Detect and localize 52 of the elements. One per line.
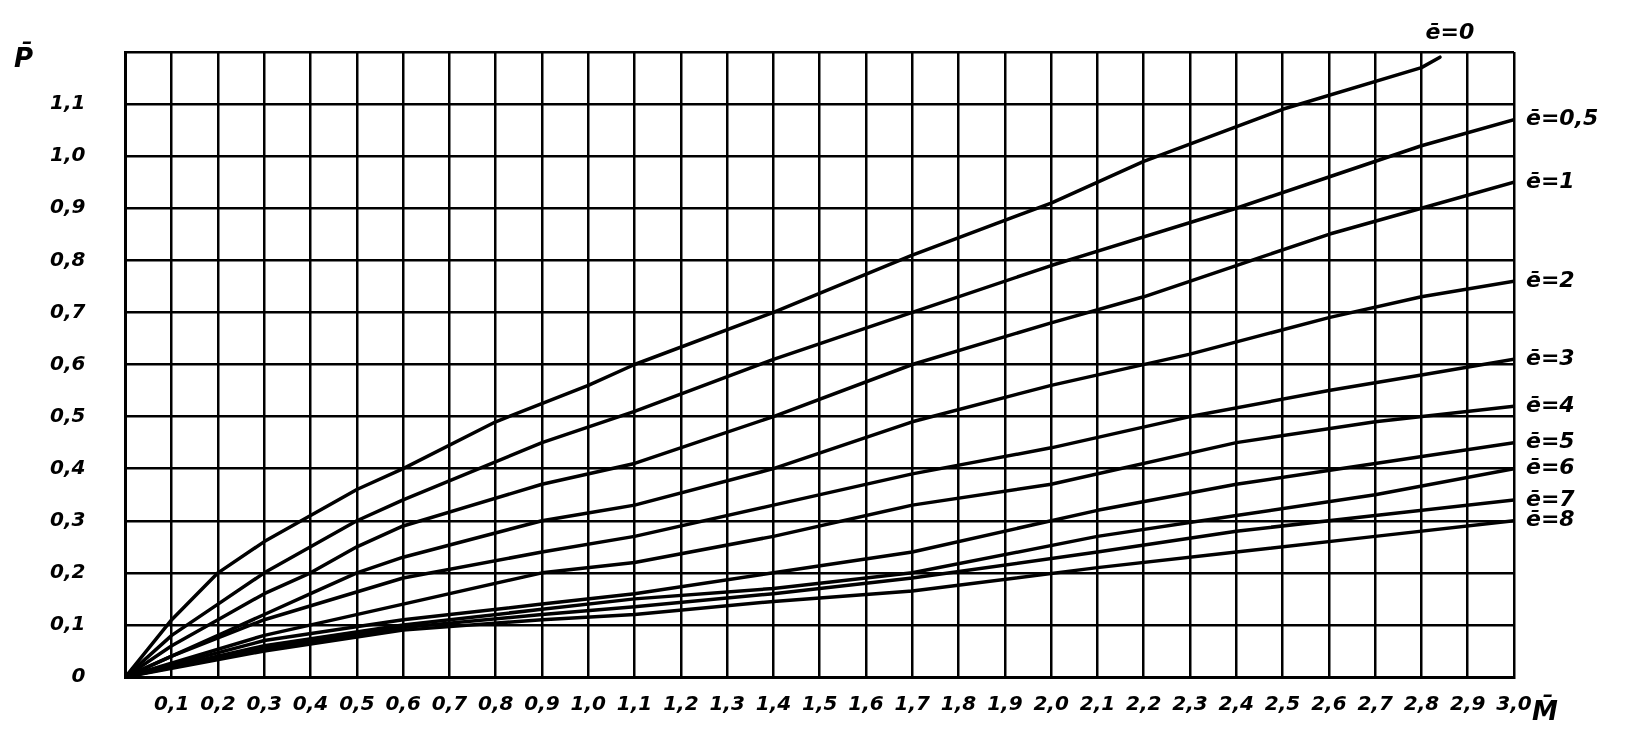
series-label: ē=1 — [1526, 167, 1575, 193]
series-label: ē=5 — [1526, 428, 1575, 454]
y-tick-label: 0,3 — [49, 506, 86, 531]
y-tick-label: 0,9 — [49, 194, 86, 219]
x-tick-label: 1,9 — [987, 691, 1023, 716]
x-tick-label: 1,0 — [570, 691, 607, 716]
x-tick-label: 2,7 — [1357, 691, 1393, 716]
x-tick-label: 1,4 — [755, 691, 792, 716]
series-label: ē=6 — [1526, 454, 1575, 480]
x-tick-label: 2,9 — [1450, 691, 1486, 716]
x-tick-label: 1,6 — [848, 691, 884, 716]
y-tick-label: 0,1 — [49, 611, 86, 636]
y-axis-title: P̄ — [14, 41, 34, 73]
x-tick-label: 2,1 — [1079, 691, 1116, 716]
series-label: ē=4 — [1526, 391, 1575, 417]
x-axis-title: M̄ — [1532, 694, 1558, 726]
x-tick-label: 2,2 — [1126, 691, 1162, 716]
x-tick-label: 0,5 — [339, 691, 375, 716]
x-tick-label: 2,0 — [1033, 691, 1069, 716]
y-tick-label: 0,7 — [49, 298, 86, 323]
x-tick-label: 0,3 — [246, 691, 283, 716]
x-tick-label: 0,1 — [154, 691, 190, 716]
x-tick-label: 1,2 — [663, 691, 699, 716]
x-tick-label: 1,8 — [940, 691, 977, 716]
y-tick-label: 0,6 — [49, 350, 86, 375]
y-tick-label: 0,5 — [49, 402, 86, 427]
x-tick-label: 2,3 — [1172, 691, 1208, 716]
x-tick-label: 2,6 — [1311, 691, 1347, 716]
y-tick-label: 0 — [71, 663, 86, 688]
x-tick-label: 3,0 — [1496, 691, 1532, 716]
x-tick-label: 1,1 — [616, 691, 653, 716]
series-label: ē=3 — [1526, 345, 1575, 371]
x-tick-label: 1,5 — [802, 691, 838, 716]
y-tick-label: 1,1 — [49, 90, 86, 115]
x-tick-label: 0,2 — [200, 691, 236, 716]
x-tick-label: 0,7 — [431, 691, 468, 716]
series-label: ē=2 — [1526, 266, 1575, 292]
y-tick-label: 0,4 — [49, 454, 86, 479]
x-tick-label: 2,8 — [1403, 691, 1440, 716]
y-tick-label: 0,2 — [49, 559, 86, 584]
x-tick-label: 2,5 — [1264, 691, 1301, 716]
y-tick-label: 0,8 — [49, 246, 86, 271]
x-tick-label: 0,8 — [478, 691, 514, 716]
x-tick-label: 0,4 — [292, 691, 329, 716]
x-tick-label: 1,7 — [894, 691, 931, 716]
x-tick-label: 2,4 — [1218, 691, 1254, 716]
x-tick-label: 0,9 — [524, 691, 560, 716]
x-tick-label: 1,3 — [709, 691, 745, 716]
x-tick-label: 0,6 — [385, 691, 421, 716]
series-label: ē=0,5 — [1526, 105, 1599, 131]
series-label: ē=0 — [1425, 18, 1475, 44]
y-tick-label: 1,0 — [49, 142, 86, 167]
